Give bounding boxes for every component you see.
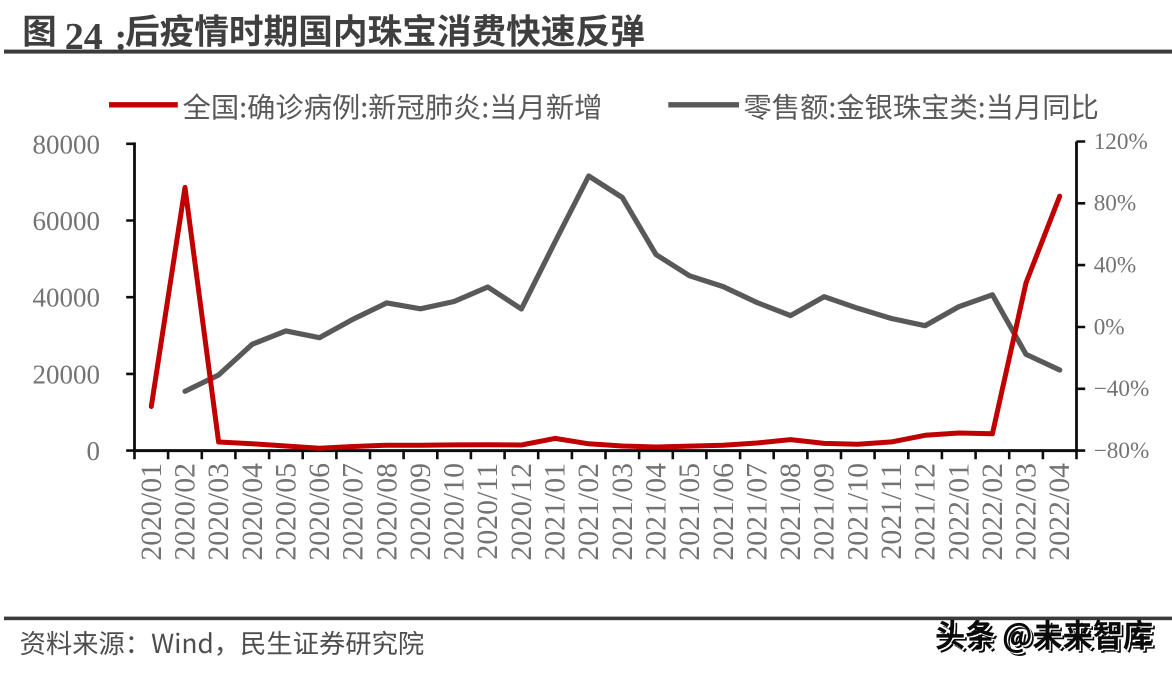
svg-text:2020/11: 2020/11 xyxy=(471,463,504,560)
svg-text:40000: 40000 xyxy=(33,283,101,313)
svg-text:2022/04: 2022/04 xyxy=(1043,463,1076,561)
svg-text:80000: 80000 xyxy=(33,129,101,159)
svg-text:2021/06: 2021/06 xyxy=(707,463,740,561)
svg-text:2021/11: 2021/11 xyxy=(875,463,908,560)
svg-text:2021/09: 2021/09 xyxy=(808,463,841,561)
svg-text:2022/03: 2022/03 xyxy=(1010,463,1043,561)
svg-text:2020/06: 2020/06 xyxy=(303,463,336,561)
svg-text:20000: 20000 xyxy=(33,359,101,389)
svg-text:2021/03: 2021/03 xyxy=(606,463,639,561)
svg-text:2021/01: 2021/01 xyxy=(539,463,572,561)
svg-text:2021/10: 2021/10 xyxy=(841,463,874,561)
svg-text:2020/03: 2020/03 xyxy=(202,463,235,561)
svg-text:0%: 0% xyxy=(1094,314,1125,340)
svg-text:−40%: −40% xyxy=(1094,376,1150,402)
svg-text:2021/04: 2021/04 xyxy=(640,463,673,561)
svg-text:2022/01: 2022/01 xyxy=(942,463,975,561)
svg-text:2020/07: 2020/07 xyxy=(337,463,370,561)
svg-text:40%: 40% xyxy=(1094,253,1137,279)
svg-text::: : xyxy=(115,17,128,59)
svg-text:2021/05: 2021/05 xyxy=(673,463,706,561)
svg-text:2021/08: 2021/08 xyxy=(774,463,807,561)
svg-text:2020/04: 2020/04 xyxy=(236,463,269,561)
svg-text:80%: 80% xyxy=(1094,191,1137,217)
svg-text:60000: 60000 xyxy=(33,206,101,236)
svg-text:2022/02: 2022/02 xyxy=(976,463,1009,561)
svg-text:2020/02: 2020/02 xyxy=(169,463,202,561)
svg-text:2020/08: 2020/08 xyxy=(370,463,403,561)
svg-text:2021/07: 2021/07 xyxy=(740,463,773,561)
svg-text:2020/05: 2020/05 xyxy=(269,463,302,561)
svg-text:2020/12: 2020/12 xyxy=(505,463,538,561)
svg-text:2021/12: 2021/12 xyxy=(909,463,942,561)
svg-text:120%: 120% xyxy=(1094,129,1148,155)
svg-text:2020/01: 2020/01 xyxy=(135,463,168,561)
svg-text:−80%: −80% xyxy=(1094,438,1150,464)
svg-text:2020/10: 2020/10 xyxy=(438,463,471,561)
svg-text:2020/09: 2020/09 xyxy=(404,463,437,561)
svg-text:2021/02: 2021/02 xyxy=(572,463,605,561)
svg-text:0: 0 xyxy=(87,436,101,466)
